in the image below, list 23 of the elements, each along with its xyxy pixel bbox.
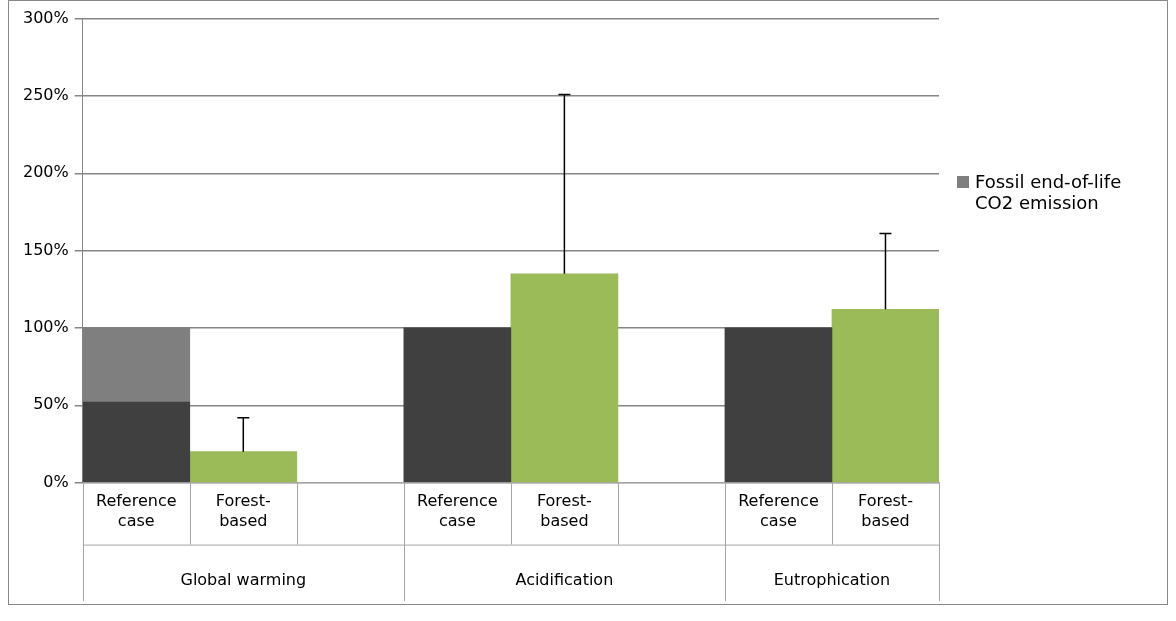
- legend-label: Fossil end-of-life CO2 emission: [975, 171, 1123, 213]
- bar: [82, 401, 191, 483]
- text: Global warming: [180, 569, 307, 589]
- x-tick-label: Forest-based: [215, 491, 271, 530]
- text: Acidification: [515, 569, 614, 589]
- y-tick-label: 200%: [22, 162, 69, 182]
- x-tick-label: Reference case: [738, 491, 819, 530]
- bar: [724, 327, 833, 483]
- bar: [510, 273, 619, 483]
- y-tick-label: 100%: [22, 317, 69, 337]
- x-tick-label: Reference case: [417, 491, 498, 530]
- y-tick-label: 300%: [22, 7, 69, 27]
- y-tick-label: 50%: [33, 394, 69, 414]
- bar: [831, 309, 939, 483]
- bar: [403, 327, 512, 483]
- bar: [189, 451, 298, 483]
- text: Eutrophication: [773, 569, 891, 589]
- x-tick-label: Reference case: [95, 491, 177, 530]
- y-tick-label: 0%: [43, 471, 69, 491]
- y-tick-label: 250%: [22, 85, 69, 105]
- x-tick-label: Forest-based: [536, 491, 592, 530]
- x-tick-label: Forest-based: [858, 491, 913, 530]
- y-tick-label: 150%: [22, 239, 69, 259]
